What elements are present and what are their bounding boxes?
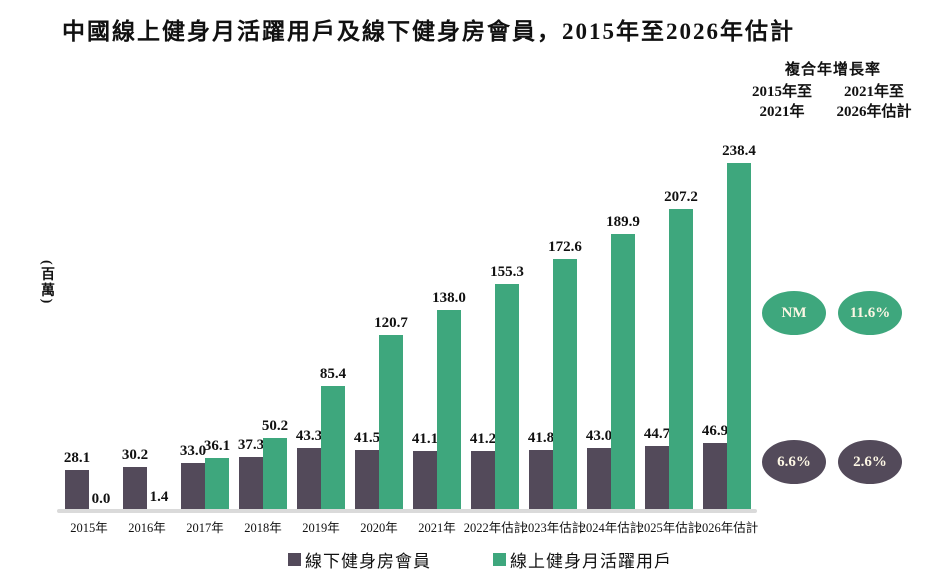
x-axis-label-2026年估計: 2026年估計 <box>695 521 759 535</box>
x-axis-label-2021年: 2021年 <box>418 521 456 535</box>
offline-value-label-2021年: 41.1 <box>411 431 439 447</box>
online-value-label-2026年估計: 238.4 <box>722 142 756 159</box>
online-value-label-2017年: 36.1 <box>203 438 231 455</box>
offline-value-label-2017年: 33.0 <box>179 442 207 459</box>
offline-value-label-2015年: 28.1 <box>63 450 91 466</box>
online-bar-2018年 <box>263 437 287 511</box>
cagr-oval-offline-2021-2026: 2.6% <box>838 440 902 484</box>
offline-bar-2021年 <box>413 451 437 511</box>
cagr-panel-header: 複合年增長率 <box>784 62 881 78</box>
cagr-period-2021-2026: 2021年至 2026年估計 <box>822 82 926 122</box>
legend-item-online: 線上健身月活躍用戶 <box>493 547 672 572</box>
online-bar-2020年 <box>379 334 403 511</box>
offline-bar-2018年 <box>239 456 263 511</box>
online-bar-2019年 <box>321 386 345 511</box>
offline-bar-2022年估計 <box>471 450 495 511</box>
offline-bar-2017年 <box>181 462 205 511</box>
offline-value-label-2025年估計: 44.7 <box>643 425 671 442</box>
x-axis-label-2023年估計: 2023年估計 <box>521 521 585 535</box>
offline-bar-2016年 <box>123 466 147 511</box>
offline-value-label-2024年估計: 43.0 <box>585 428 613 445</box>
online-bar-2025年估計 <box>669 208 693 511</box>
x-axis-label-2017年: 2017年 <box>186 521 224 535</box>
cagr-oval-offline-2015-2021: 6.6% <box>762 440 826 484</box>
cagr-oval-online-2015-2021: NM <box>762 291 826 335</box>
x-axis-label-2025年估計: 2025年估計 <box>637 521 701 535</box>
legend-online-swatch <box>493 553 506 566</box>
offline-bar-2020年 <box>355 450 379 511</box>
offline-bar-2025年估計 <box>645 445 669 511</box>
legend-online-label: 線上健身月活躍用戶 <box>510 552 672 571</box>
x-axis-label-2024年估計: 2024年估計 <box>579 521 643 535</box>
offline-bar-2026年估計 <box>703 442 727 511</box>
x-axis-label-2022年估計: 2022年估計 <box>463 521 527 535</box>
legend: 線下健身房會員 線上健身月活躍用戶 <box>14 547 932 572</box>
x-axis-label-2020年: 2020年 <box>360 521 398 535</box>
cagr-oval-online-2021-2026: 11.6% <box>838 291 902 335</box>
x-axis-line <box>57 509 757 513</box>
x-axis-label-2015年: 2015年 <box>70 521 108 535</box>
online-bar-2017年 <box>205 458 229 511</box>
legend-offline-label: 線下健身房會員 <box>305 552 431 571</box>
offline-bar-2019年 <box>297 447 321 511</box>
x-axis-label-2016年: 2016年 <box>128 521 166 535</box>
y-axis-unit-label: (百萬) <box>39 260 54 306</box>
cagr-period-line: 2021年至 <box>843 84 904 100</box>
online-value-label-2021年: 138.0 <box>432 289 466 306</box>
offline-value-label-2022年估計: 41.2 <box>469 430 497 447</box>
offline-bar-2023年估計 <box>529 450 553 511</box>
online-bar-2024年估計 <box>611 233 635 511</box>
online-value-label-2024年估計: 189.9 <box>606 213 640 230</box>
offline-value-label-2019年: 43.3 <box>295 427 323 444</box>
offline-value-label-2020年: 41.5 <box>353 430 381 447</box>
x-axis-label-2019年: 2019年 <box>302 521 340 535</box>
cagr-period-line: 2026年估計 <box>836 104 912 120</box>
online-value-label-2022年估計: 155.3 <box>490 264 524 281</box>
online-value-label-2023年估計: 172.6 <box>548 239 582 255</box>
offline-value-label-2016年: 30.2 <box>121 446 149 463</box>
x-axis-label-2018年: 2018年 <box>244 521 282 535</box>
offline-value-label-2026年估計: 46.9 <box>701 422 729 439</box>
cagr-period-2015-2021: 2015年至 2021年 <box>741 82 823 122</box>
offline-bar-2024年估計 <box>587 448 611 511</box>
online-bar-2021年 <box>437 309 461 511</box>
offline-value-label-2018年: 37.3 <box>237 436 265 453</box>
online-value-label-2018年: 50.2 <box>261 417 289 434</box>
legend-offline-swatch <box>288 553 301 566</box>
cagr-period-line: 2015年至 <box>751 84 812 100</box>
online-bar-2022年估計 <box>495 284 519 511</box>
cagr-period-line: 2021年 <box>759 104 805 120</box>
online-value-label-2019年: 85.4 <box>319 366 347 383</box>
online-value-label-2016年: 1.4 <box>149 489 169 505</box>
online-value-label-2025年估計: 207.2 <box>664 188 698 205</box>
online-bar-2023年估計 <box>553 259 577 511</box>
legend-item-offline: 線下健身房會員 <box>288 547 431 572</box>
offline-value-label-2023年估計: 41.8 <box>527 430 555 446</box>
offline-bar-2015年 <box>65 470 89 511</box>
online-value-label-2015年: 0.0 <box>91 491 111 507</box>
online-bar-2026年估計 <box>727 162 751 511</box>
chart-title: 中國線上健身月活躍用戶及線下健身房會員，2015年至2026年估計 <box>62 19 795 44</box>
online-value-label-2020年: 120.7 <box>374 314 408 331</box>
